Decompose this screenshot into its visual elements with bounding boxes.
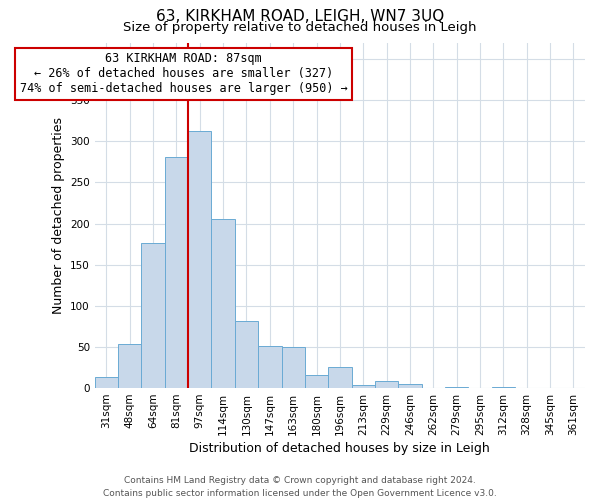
- Text: 63, KIRKHAM ROAD, LEIGH, WN7 3UQ: 63, KIRKHAM ROAD, LEIGH, WN7 3UQ: [156, 9, 444, 24]
- Bar: [328, 368, 352, 388]
- Bar: [211, 220, 235, 388]
- Bar: [305, 375, 328, 388]
- Bar: [445, 387, 468, 388]
- X-axis label: Distribution of detached houses by size in Leigh: Distribution of detached houses by size …: [190, 442, 490, 455]
- Bar: [491, 387, 515, 388]
- Text: Contains HM Land Registry data © Crown copyright and database right 2024.
Contai: Contains HM Land Registry data © Crown c…: [103, 476, 497, 498]
- Text: 63 KIRKHAM ROAD: 87sqm
← 26% of detached houses are smaller (327)
74% of semi-de: 63 KIRKHAM ROAD: 87sqm ← 26% of detached…: [20, 52, 347, 96]
- Bar: [375, 380, 398, 388]
- Bar: [95, 378, 118, 388]
- Bar: [118, 344, 142, 388]
- Bar: [188, 130, 211, 388]
- Text: Size of property relative to detached houses in Leigh: Size of property relative to detached ho…: [123, 21, 477, 34]
- Bar: [258, 346, 281, 388]
- Y-axis label: Number of detached properties: Number of detached properties: [52, 117, 65, 314]
- Bar: [281, 347, 305, 388]
- Bar: [398, 384, 422, 388]
- Bar: [235, 320, 258, 388]
- Bar: [352, 385, 375, 388]
- Bar: [142, 244, 165, 388]
- Bar: [165, 157, 188, 388]
